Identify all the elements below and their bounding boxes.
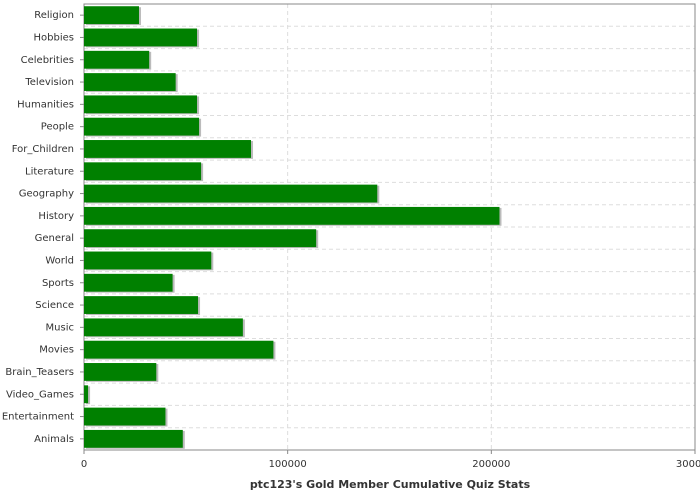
bar: [84, 50, 150, 69]
bar: [84, 340, 274, 359]
bar: [84, 6, 139, 25]
bar: [84, 363, 157, 381]
bar: [84, 273, 173, 292]
bar: [84, 318, 243, 337]
bar: [84, 296, 199, 314]
bar: [84, 117, 200, 136]
bar: [84, 95, 198, 114]
y-tick-label: Sports: [42, 278, 74, 289]
bar: [84, 229, 317, 248]
bar: [84, 385, 89, 404]
y-tick-label: Brain_Teasers: [5, 367, 74, 378]
y-tick-label: Television: [24, 77, 74, 88]
y-tick-label: Video_Games: [6, 389, 74, 400]
y-tick-label: Literature: [25, 166, 74, 177]
y-tick-label: Music: [46, 322, 74, 333]
y-tick-label: Animals: [34, 434, 74, 445]
bar: [84, 184, 378, 203]
bar: [84, 429, 183, 448]
x-tick-label: 200000: [472, 459, 510, 470]
y-tick-label: Humanities: [17, 99, 74, 110]
bar: [84, 162, 202, 181]
x-tick-label: 0: [81, 459, 87, 470]
y-tick-label: Entertainment: [2, 412, 74, 423]
y-tick-label: Science: [35, 300, 74, 311]
bar: [84, 251, 212, 270]
y-tick-label: World: [45, 255, 74, 266]
y-tick-label: Geography: [19, 189, 74, 200]
y-tick-label: For_Children: [12, 144, 74, 155]
bar: [84, 73, 176, 91]
bar: [84, 28, 198, 47]
x-tick-label: 100000: [269, 459, 307, 470]
x-tick-label: 300000: [676, 459, 700, 470]
y-tick-label: Movies: [39, 345, 74, 356]
y-tick-label: General: [35, 233, 74, 244]
bar: [84, 206, 500, 225]
plot-frame: [83, 3, 696, 451]
y-tick-label: History: [38, 211, 74, 222]
bar: [84, 407, 166, 426]
y-tick-label: Religion: [34, 10, 74, 21]
y-tick-label: People: [41, 122, 74, 133]
x-axis-label: ptc123's Gold Member Cumulative Quiz Sta…: [250, 478, 531, 491]
y-tick-label: Celebrities: [21, 55, 74, 66]
y-tick-label: Hobbies: [34, 32, 74, 43]
bar: [84, 140, 252, 158]
